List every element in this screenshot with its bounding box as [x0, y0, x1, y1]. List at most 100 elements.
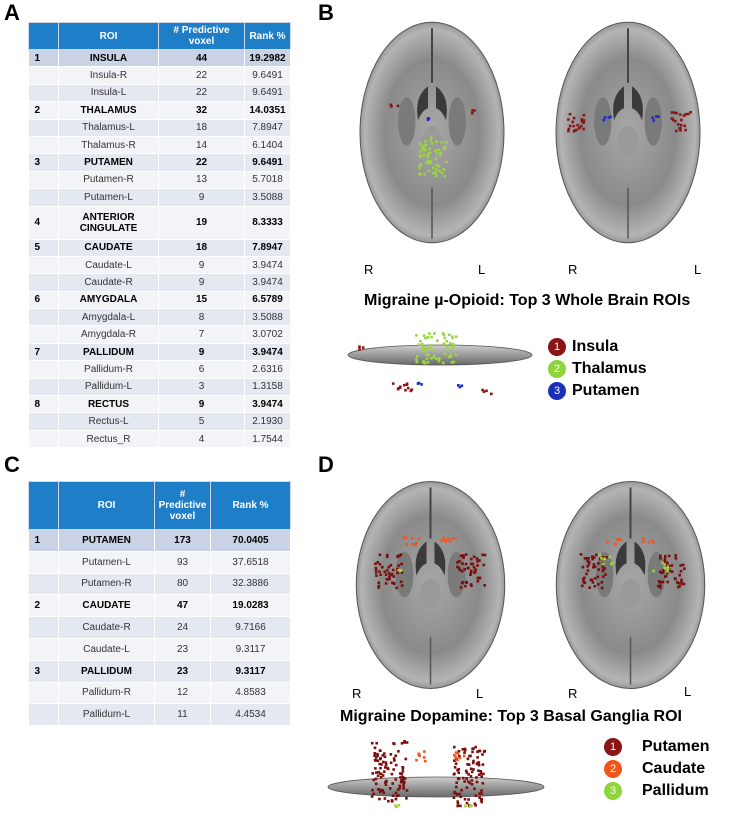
activation-voxel: [399, 780, 403, 784]
cell-rank: 9.3117: [210, 660, 291, 683]
activation-voxel: [479, 770, 483, 773]
cell-index: [28, 119, 59, 137]
activation-voxel: [679, 569, 683, 573]
activation-voxel: [449, 352, 452, 356]
activation-voxel: [379, 757, 382, 761]
activation-voxel: [384, 582, 388, 585]
cell-roi: CAUDATE: [58, 594, 155, 618]
activation-voxel: [664, 564, 668, 567]
activation-voxel: [389, 761, 393, 765]
activation-voxel: [470, 779, 474, 782]
activation-voxel: [468, 781, 472, 785]
activation-voxel: [657, 115, 660, 118]
activation-voxel: [422, 756, 426, 759]
activation-voxel: [456, 768, 459, 772]
cell-index: 2: [28, 101, 59, 120]
activation-voxel: [410, 388, 414, 391]
legend-item: 2 Caudate: [604, 758, 710, 780]
activation-voxel: [479, 772, 483, 775]
activation-voxel: [592, 563, 596, 566]
activation-voxel: [670, 111, 674, 114]
cell-index: [28, 256, 59, 275]
activation-voxel: [418, 172, 421, 175]
activation-voxel: [465, 801, 469, 805]
activation-voxel: [583, 557, 587, 560]
activation-voxel: [387, 799, 390, 803]
activation-voxel: [587, 562, 591, 566]
activation-voxel: [400, 742, 404, 745]
activation-voxel: [473, 570, 477, 574]
activation-voxel: [666, 580, 669, 584]
activation-voxel: [394, 791, 398, 795]
activation-voxel: [448, 539, 452, 543]
activation-voxel: [490, 392, 493, 396]
cell-roi: Putamen-L: [58, 188, 159, 207]
cell-rank: 7.8947: [244, 119, 291, 137]
cell-roi: Putamen-R: [58, 171, 159, 190]
activation-voxel: [460, 581, 464, 585]
activation-voxel: [405, 789, 409, 792]
activation-voxel: [392, 575, 395, 578]
table-row: Rectus_R 4 1.7544: [28, 430, 291, 449]
cell-voxel: 22: [158, 66, 245, 85]
activation-voxel: [478, 792, 481, 795]
activation-voxel: [580, 118, 584, 121]
activation-voxel: [374, 562, 377, 566]
side-label-l: L: [478, 262, 486, 277]
activation-voxel: [460, 788, 463, 792]
activation-voxel: [660, 571, 663, 575]
activation-voxel: [675, 111, 678, 115]
activation-voxel: [389, 563, 393, 567]
activation-voxel: [411, 543, 415, 546]
activation-voxel: [668, 569, 671, 573]
activation-voxel: [656, 584, 660, 588]
cell-roi: Thalamus-L: [58, 119, 159, 137]
activation-voxel: [456, 777, 460, 781]
activation-voxel: [684, 128, 687, 132]
cell-rank: 1.3158: [244, 378, 291, 397]
legend-item: 3 Pallidum: [604, 780, 710, 802]
cell-voxel: 44: [158, 49, 245, 68]
cell-rank: 4.4534: [210, 703, 291, 727]
activation-voxel: [481, 782, 485, 785]
cell-index: [28, 171, 59, 190]
cell-index: [28, 430, 59, 449]
activation-voxel: [678, 573, 681, 577]
activation-voxel: [680, 118, 683, 122]
activation-voxel: [379, 772, 382, 776]
cell-roi: Amygdala-L: [58, 308, 159, 327]
cell-index: 4: [28, 206, 59, 240]
activation-voxel: [399, 580, 403, 584]
activation-voxel: [358, 348, 361, 351]
activation-voxel: [457, 749, 461, 753]
activation-voxel: [647, 540, 651, 544]
cell-voxel: 7: [158, 325, 245, 344]
table-row: Thalamus-R 14 6.1404: [28, 136, 291, 155]
activation-voxel: [459, 554, 463, 557]
cell-voxel: 9: [158, 256, 245, 275]
activation-voxel: [379, 573, 382, 576]
activation-voxel: [611, 561, 615, 564]
activation-voxel: [473, 802, 477, 805]
activation-voxel: [480, 775, 483, 778]
activation-voxel: [687, 112, 690, 116]
activation-voxel: [392, 582, 396, 586]
activation-voxel: [433, 332, 436, 335]
activation-voxel: [424, 143, 428, 147]
activation-voxel: [602, 118, 605, 122]
activation-voxel: [383, 755, 387, 758]
cell-roi: Thalamus-R: [58, 136, 159, 155]
activation-voxel: [385, 779, 388, 783]
activation-voxel: [456, 802, 460, 805]
cell-index: 5: [28, 239, 59, 257]
activation-voxel: [439, 153, 442, 157]
cell-roi: ANTERIOR CINGULATE: [58, 206, 159, 240]
legend-marker: 1: [604, 738, 622, 756]
cell-roi: THALAMUS: [58, 101, 159, 120]
cell-roi: Caudate-R: [58, 616, 155, 639]
activation-voxel: [417, 343, 421, 346]
activation-voxel: [447, 355, 451, 359]
activation-voxel: [429, 161, 432, 165]
cell-voxel: 32: [158, 101, 245, 120]
activation-voxel: [679, 129, 682, 132]
